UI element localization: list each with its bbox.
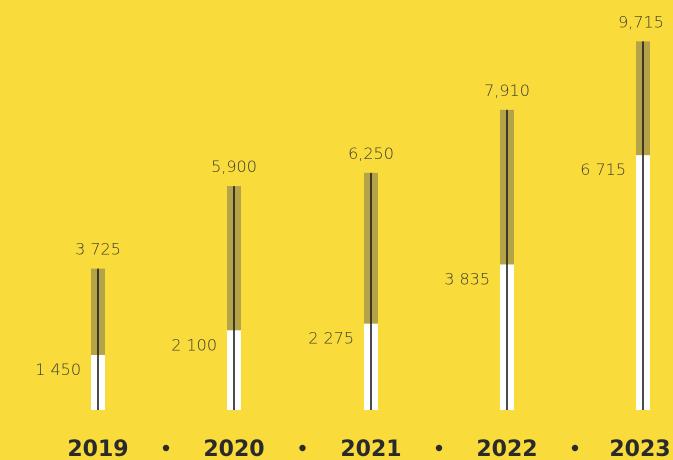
separator-dot-1 <box>162 444 170 452</box>
base-value-label-2020: 2 100 <box>171 335 217 354</box>
total-value-label-2022: 7,910 <box>484 81 530 100</box>
x-tick-label-2021: 2021 <box>340 437 401 460</box>
separator-dot-3 <box>435 444 443 452</box>
value-labels-group: 3 725 1 450 5,900 2 100 6,250 2 275 7,910 3 835… <box>35 12 664 379</box>
x-tick-label-2019: 2019 <box>67 437 128 460</box>
total-value-label-2021: 6,250 <box>348 144 394 163</box>
bars-group <box>91 41 650 411</box>
x-tick-label-2023: 2023 <box>609 437 670 460</box>
separator-dot-4 <box>571 444 579 452</box>
separator-dot-2 <box>299 444 306 452</box>
base-value-label-2022: 3 835 <box>444 269 490 288</box>
base-value-label-2019: 1 450 <box>35 360 81 379</box>
total-value-label-2020: 5,900 <box>211 157 257 176</box>
base-value-label-2021: 2 275 <box>308 329 354 348</box>
base-value-label-2023: 6 715 <box>580 160 626 179</box>
x-axis: 2019 2020 2021 2022 2023 <box>67 437 670 460</box>
total-value-label-2019: 3 725 <box>75 240 121 259</box>
x-tick-label-2020: 2020 <box>203 437 264 460</box>
total-value-label-2023: 9,715 <box>618 12 664 31</box>
x-tick-label-2022: 2022 <box>476 437 537 460</box>
